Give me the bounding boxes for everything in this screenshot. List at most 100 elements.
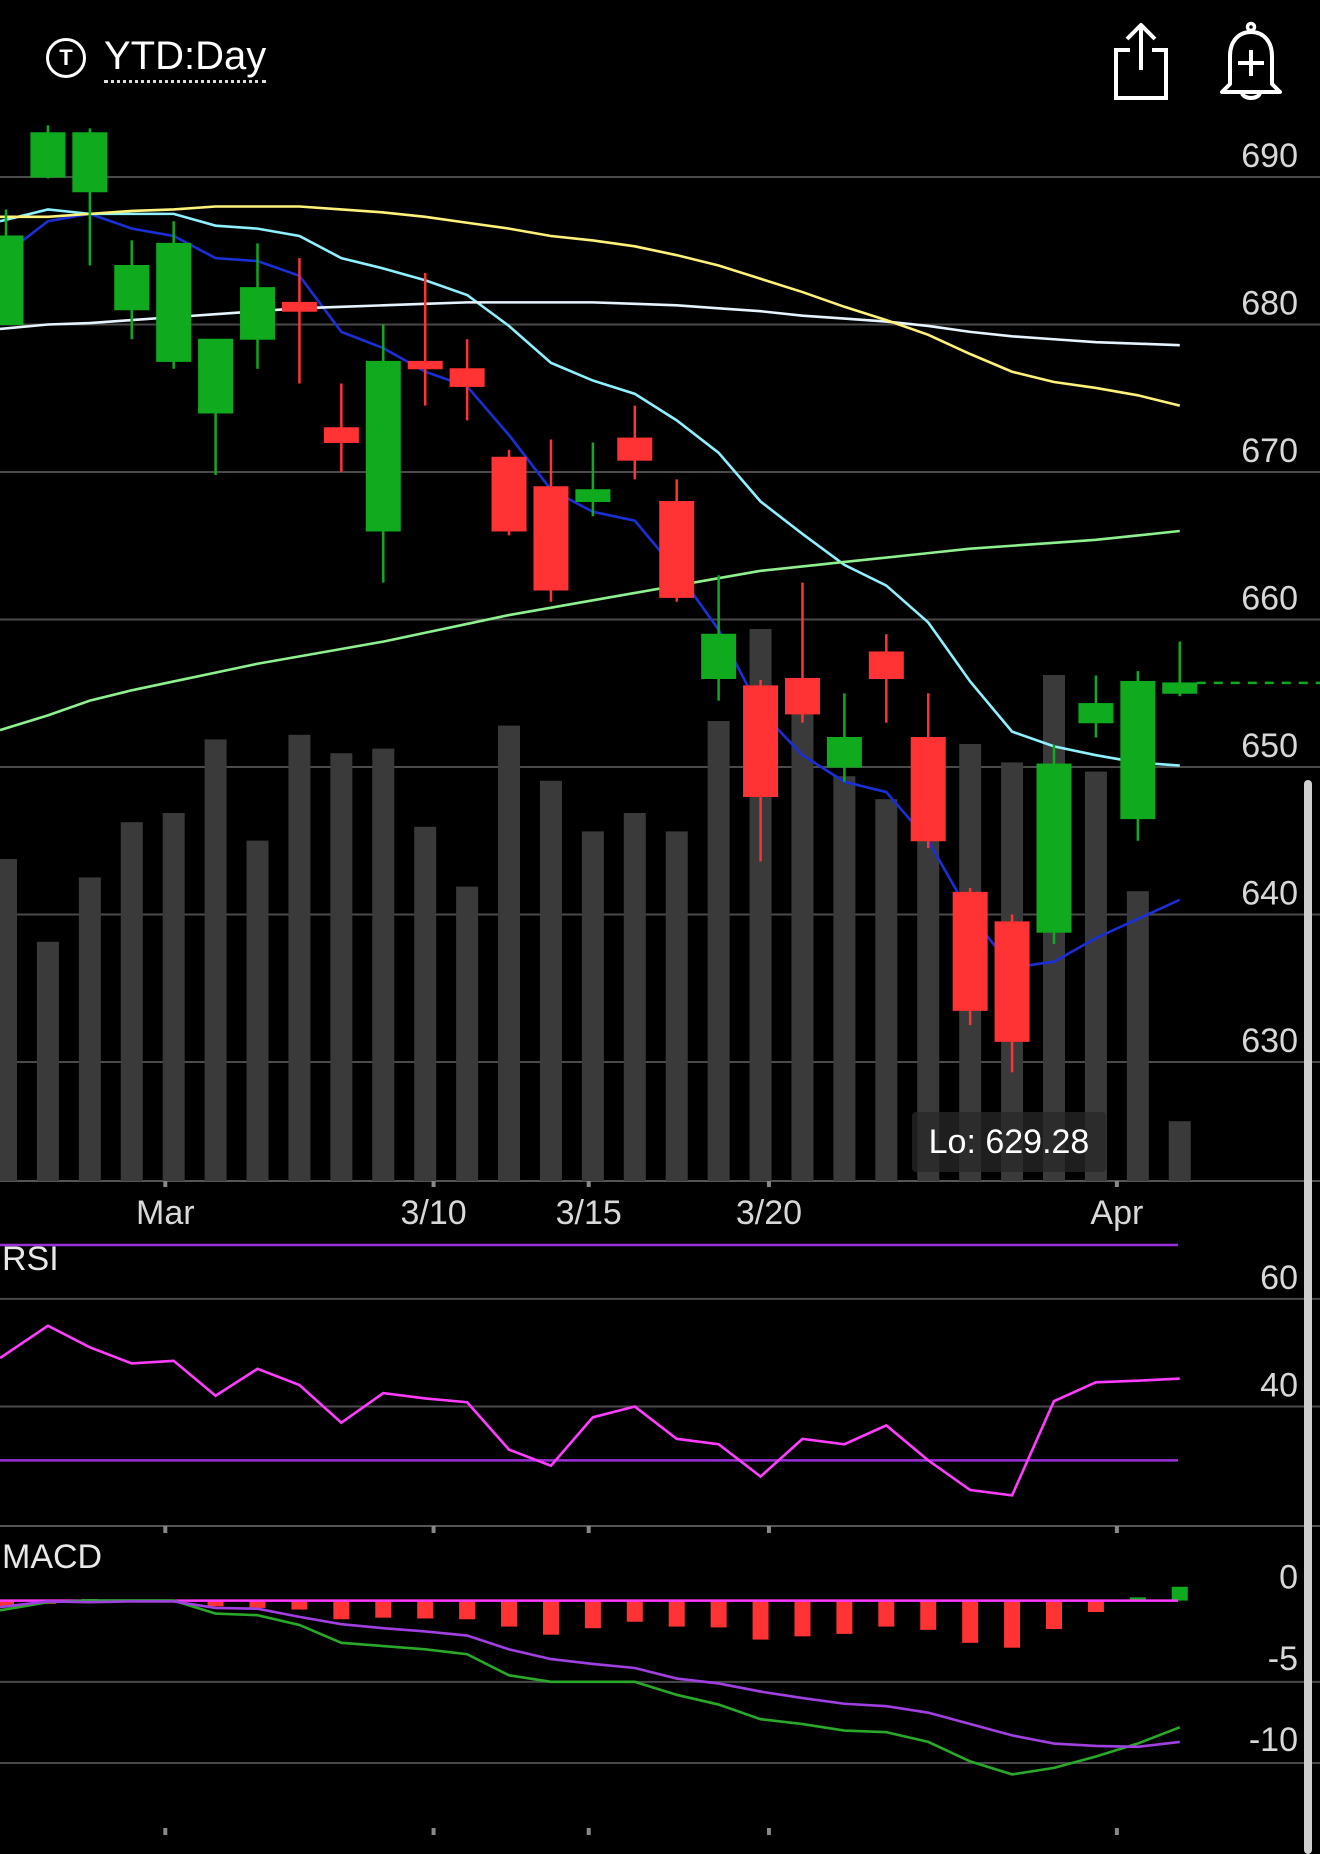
candle bbox=[533, 439, 569, 602]
macd-histogram-bar bbox=[375, 1600, 392, 1618]
volume-bar bbox=[1126, 891, 1149, 1181]
macd-histogram-bar bbox=[417, 1600, 434, 1619]
candle-body bbox=[491, 456, 527, 532]
volume-bar bbox=[1168, 1121, 1191, 1181]
ticker-t-icon: T bbox=[46, 38, 86, 78]
candle-body bbox=[743, 685, 779, 797]
candle bbox=[240, 243, 276, 369]
candle bbox=[323, 383, 359, 472]
volume-bar bbox=[456, 886, 479, 1181]
moving-average-line-ma_green bbox=[0, 529, 1180, 732]
macd-panel: MACD 0 -5 -10 bbox=[0, 1538, 1320, 1835]
candle bbox=[72, 128, 108, 266]
candle bbox=[701, 575, 737, 701]
macd-histogram-bar bbox=[836, 1600, 853, 1634]
candle-body bbox=[0, 235, 24, 325]
macd-histogram-bar bbox=[962, 1600, 979, 1643]
candle-body bbox=[156, 242, 192, 362]
macd-histogram-bar bbox=[459, 1600, 476, 1620]
candle-body bbox=[1078, 703, 1114, 724]
candle bbox=[1078, 675, 1114, 738]
candle bbox=[659, 479, 695, 602]
price-tick-label: 680 bbox=[1241, 285, 1298, 323]
volume-bar bbox=[120, 822, 143, 1181]
date-tick-label: 3/20 bbox=[736, 1194, 802, 1232]
candle bbox=[952, 887, 988, 1026]
rsi-label: RSI bbox=[2, 1240, 59, 1278]
macd-histogram-bar bbox=[878, 1600, 895, 1627]
candle bbox=[114, 240, 150, 340]
macd-histogram-bar bbox=[1129, 1597, 1146, 1601]
macd-histogram-bar bbox=[584, 1600, 601, 1629]
volume-bar bbox=[623, 813, 646, 1181]
candle-body bbox=[281, 301, 317, 312]
volume-bar bbox=[917, 831, 940, 1181]
volume-bar bbox=[246, 840, 269, 1181]
macd-label: MACD bbox=[2, 1538, 102, 1576]
volume-bar bbox=[833, 776, 856, 1181]
candle-body bbox=[952, 891, 988, 1011]
timeframe-selector[interactable]: YTD:Day bbox=[104, 32, 267, 83]
candle bbox=[407, 272, 443, 406]
rsi-tick-label: 40 bbox=[1260, 1367, 1298, 1405]
macd-histogram-bar bbox=[920, 1600, 937, 1630]
moving-average-line-ma_yellow bbox=[0, 205, 1181, 407]
volume-bar bbox=[330, 753, 353, 1181]
macd-histogram-bar bbox=[794, 1600, 811, 1637]
volume-bar bbox=[707, 721, 730, 1181]
candle bbox=[1036, 744, 1072, 944]
volume-bar bbox=[665, 831, 688, 1181]
candle bbox=[784, 582, 820, 723]
candle bbox=[575, 442, 611, 517]
rsi-panel: RSI 40 60 bbox=[0, 1240, 1320, 1533]
candle-body bbox=[1120, 680, 1156, 820]
candle-body bbox=[114, 265, 150, 311]
candle-body bbox=[994, 921, 1030, 1042]
candle bbox=[1120, 671, 1156, 841]
candle bbox=[365, 324, 401, 583]
macd-tick-label: 0 bbox=[1279, 1559, 1298, 1597]
macd-histogram-bar bbox=[0, 1600, 14, 1607]
macd-histogram-bar bbox=[333, 1600, 350, 1620]
chart-header: T YTD:Day bbox=[0, 0, 1320, 120]
macd-tick-label: -5 bbox=[1268, 1640, 1298, 1678]
rsi-tick-label: 60 bbox=[1260, 1259, 1298, 1297]
date-tick-label: 3/15 bbox=[556, 1194, 622, 1232]
candle bbox=[156, 221, 192, 369]
macd-histogram-bar bbox=[291, 1600, 308, 1610]
price-tick-label: 690 bbox=[1241, 137, 1298, 175]
volume-bar bbox=[414, 826, 437, 1181]
candle-body bbox=[784, 678, 820, 715]
macd-signal-line bbox=[0, 1600, 1180, 1749]
candle bbox=[1162, 641, 1198, 697]
candle-body bbox=[910, 737, 946, 842]
candle-body bbox=[240, 287, 276, 340]
candle-body bbox=[323, 427, 359, 443]
scrollbar[interactable] bbox=[1304, 780, 1312, 1854]
price-axis: 630 640 650 660 670 680 690 bbox=[1241, 137, 1298, 1060]
candle-body bbox=[659, 501, 695, 598]
macd-histogram-bar bbox=[1004, 1600, 1021, 1648]
macd-histogram-bar bbox=[501, 1600, 518, 1627]
candle bbox=[30, 125, 66, 179]
candle bbox=[0, 209, 24, 325]
price-tick-label: 650 bbox=[1241, 727, 1298, 765]
price-tick-label: 630 bbox=[1241, 1022, 1298, 1060]
price-tick-label: 660 bbox=[1241, 580, 1298, 618]
date-tick-label: 3/10 bbox=[400, 1194, 466, 1232]
volume-bar bbox=[372, 748, 395, 1181]
candle-body bbox=[1036, 763, 1072, 933]
macd-histogram-bar bbox=[668, 1600, 685, 1627]
macd-histogram-bar bbox=[626, 1600, 643, 1622]
candle-body bbox=[407, 360, 443, 370]
price-gridlines bbox=[0, 176, 1320, 1182]
candle-body bbox=[826, 737, 862, 768]
candle bbox=[826, 693, 862, 782]
macd-histogram-bar bbox=[1171, 1586, 1188, 1601]
candle-body bbox=[365, 360, 401, 532]
bell-plus-icon[interactable] bbox=[1218, 20, 1284, 102]
share-icon[interactable] bbox=[1110, 20, 1172, 102]
volume-bar bbox=[581, 831, 604, 1181]
candle bbox=[491, 449, 527, 536]
